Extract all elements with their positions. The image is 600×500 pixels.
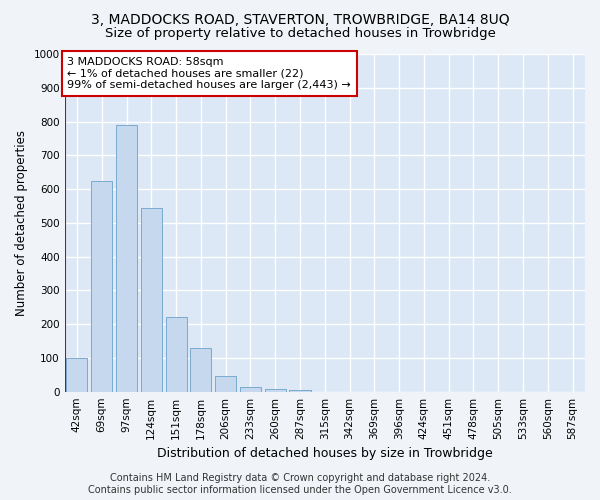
Bar (289, 390, 311, 392)
Y-axis label: Number of detached properties: Number of detached properties (15, 130, 28, 316)
Bar (141, 208, 162, 392)
Bar (240, 388, 261, 392)
Bar (116, 125, 137, 392)
Bar (265, 389, 286, 392)
Bar (190, 348, 211, 392)
Bar (91, 180, 112, 392)
Text: 3 MADDOCKS ROAD: 58sqm
← 1% of detached houses are smaller (22)
99% of semi-deta: 3 MADDOCKS ROAD: 58sqm ← 1% of detached … (67, 57, 351, 90)
X-axis label: Distribution of detached houses by size in Trowbridge: Distribution of detached houses by size … (157, 447, 493, 460)
Bar (215, 376, 236, 392)
Bar (67, 358, 88, 392)
Text: Contains HM Land Registry data © Crown copyright and database right 2024.
Contai: Contains HM Land Registry data © Crown c… (88, 474, 512, 495)
Bar (166, 318, 187, 392)
Text: 3, MADDOCKS ROAD, STAVERTON, TROWBRIDGE, BA14 8UQ: 3, MADDOCKS ROAD, STAVERTON, TROWBRIDGE,… (91, 12, 509, 26)
Text: Size of property relative to detached houses in Trowbridge: Size of property relative to detached ho… (104, 28, 496, 40)
